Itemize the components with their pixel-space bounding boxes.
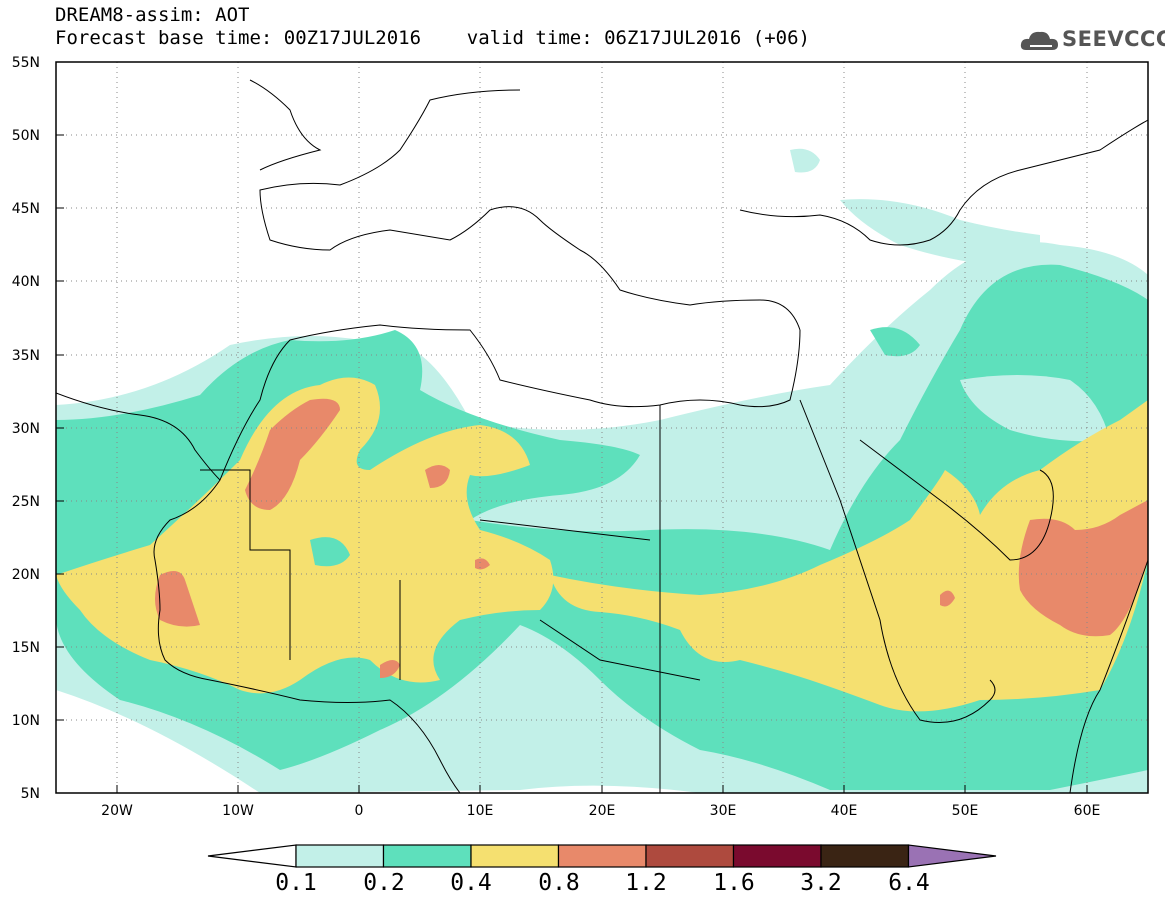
colorbar-label: 3.2	[800, 870, 842, 896]
colorbar-segment	[732, 844, 822, 868]
aot-band-0-8	[155, 398, 1148, 678]
seevccc-logo: SEEVCCC	[1062, 27, 1165, 51]
colorbar-label: 1.2	[625, 870, 667, 896]
colorbar-segment	[207, 844, 297, 868]
colorbar-segment	[907, 844, 997, 868]
lat-label: 25N	[11, 494, 40, 510]
lon-label: 10W	[222, 803, 254, 819]
colorbar-segment	[645, 844, 735, 868]
lon-label: 0	[354, 803, 364, 819]
lat-label: 40N	[11, 274, 40, 290]
lat-label: 55N	[11, 55, 40, 71]
cloud-icon	[1020, 31, 1058, 50]
colorbar-segment	[470, 844, 560, 868]
colorbar-segment	[382, 844, 472, 868]
coastlines	[56, 79, 1148, 793]
colorbar-segment	[820, 844, 910, 868]
lon-label: 20E	[588, 803, 616, 819]
colorbar-segment	[557, 844, 647, 868]
lon-label: 50E	[951, 803, 979, 819]
colorbar-label: 6.4	[888, 870, 930, 896]
colorbar-label: 0.4	[450, 870, 492, 896]
lat-label: 50N	[11, 128, 40, 144]
lon-label: 30E	[709, 803, 737, 819]
lon-label: 10E	[466, 803, 494, 819]
lat-label: 10N	[11, 713, 40, 729]
graticule	[56, 62, 1148, 793]
lat-label: 35N	[11, 348, 40, 364]
lat-label: 15N	[11, 640, 40, 656]
lon-label: 40E	[830, 803, 858, 819]
forecast-time-line: Forecast base time: 00Z17JUL2016 valid t…	[55, 27, 810, 49]
colorbar-label: 0.8	[538, 870, 580, 896]
lon-label: 60E	[1073, 803, 1101, 819]
lon-label: 20W	[101, 803, 133, 819]
lat-label: 20N	[11, 567, 40, 583]
colorbar-label: 0.1	[275, 870, 317, 896]
colorbar-label: 1.6	[713, 870, 755, 896]
axis-ticks	[56, 134, 1088, 793]
colorbar	[207, 844, 997, 868]
lat-label: 45N	[11, 201, 40, 217]
colorbar-label: 0.2	[363, 870, 405, 896]
map-title: DREAM8-assim: AOT	[55, 4, 250, 26]
lat-label: 30N	[11, 421, 40, 437]
colorbar-segment	[295, 844, 385, 868]
lat-label: 5N	[20, 786, 40, 802]
